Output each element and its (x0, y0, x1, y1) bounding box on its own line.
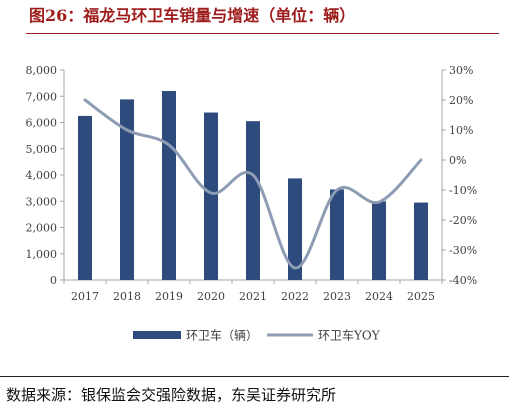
bar (78, 115, 92, 280)
source-divider (0, 376, 509, 377)
title-underline (26, 33, 499, 34)
right-tick-label: 30% (449, 64, 473, 77)
right-tick-label: 20% (449, 94, 473, 107)
x-tick-label: 2017 (71, 290, 99, 303)
left-tick-label: 5,000 (26, 143, 58, 156)
x-axis: 2017 2018 2019 2020 2021 2022 2023 2024 2025 (63, 279, 443, 303)
legend: 环卫车（辆） 环卫车YOY (133, 328, 381, 343)
line-series (83, 98, 423, 270)
left-tick-label: 3,000 (26, 195, 58, 208)
bar (372, 201, 386, 280)
bar (120, 99, 134, 281)
legend-bar-label: 环卫车（辆） (186, 328, 258, 343)
bar-series (78, 91, 428, 281)
x-tick-label: 2018 (113, 290, 141, 303)
figure-title: 图26：福龙马环卫车销量与增速（单位：辆） (29, 6, 356, 25)
x-tick-label: 2020 (197, 290, 225, 303)
left-tick-label: 4,000 (26, 169, 58, 182)
bar (162, 91, 176, 280)
left-tick-label: 6,000 (26, 117, 58, 130)
yoy-line (83, 98, 423, 270)
x-tick-label: 2021 (239, 290, 267, 303)
right-tick-label: 10% (449, 124, 473, 137)
left-tick-label: 1,000 (26, 248, 58, 261)
source-note: 数据来源：银保监会交强险数据，东吴证券研究所 (6, 386, 337, 404)
left-tick-label: 7,000 (26, 90, 58, 103)
legend-bar-swatch (133, 331, 181, 339)
x-tick-label: 2022 (281, 290, 309, 303)
x-tick-label: 2024 (365, 290, 393, 303)
right-tick-label: 0% (449, 154, 466, 167)
legend-line-label: 环卫车YOY (318, 328, 381, 343)
bar (204, 112, 218, 281)
right-tick-label: -30% (449, 244, 477, 257)
bar (330, 189, 344, 280)
right-tick-label: -40% (449, 274, 477, 287)
bar (414, 202, 428, 280)
right-tick-label: -10% (449, 184, 477, 197)
x-tick-label: 2019 (155, 290, 183, 303)
bar (288, 178, 302, 280)
x-tick-label: 2023 (323, 290, 351, 303)
right-tick-label: -20% (449, 214, 477, 227)
combo-chart: 0 1,000 2,000 3,000 4,000 5,000 6,000 7,000 8,00… (26, 64, 478, 343)
left-tick-label: 8,000 (26, 64, 58, 77)
left-tick-label: 2,000 (26, 222, 58, 235)
bar (246, 121, 260, 280)
left-tick-label: 0 (50, 274, 57, 287)
right-y-axis: -40% -30% -20% -10% 0% 10% 20% 30% (441, 64, 477, 287)
x-tick-label: 2025 (407, 290, 435, 303)
left-y-axis: 0 1,000 2,000 3,000 4,000 5,000 6,000 7,000 8,00… (26, 64, 65, 287)
